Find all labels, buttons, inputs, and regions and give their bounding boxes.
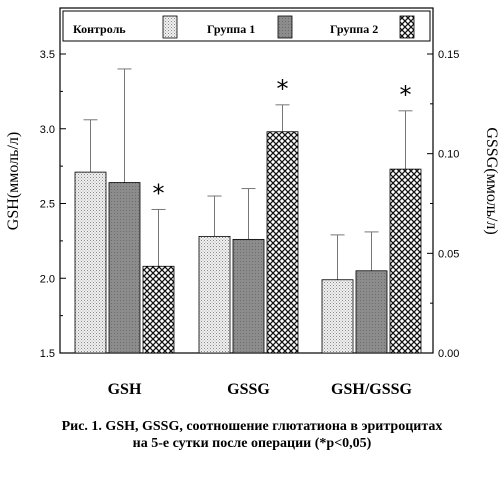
bar (232, 238, 265, 354)
chart: Контроль Группа 1 Группа 2 * * * 1.5 2.0 2.5 3.… (5, 7, 500, 398)
bar (355, 270, 388, 354)
caption-line-1: Рис. 1. GSH, GSSG, соотношение глютатион… (61, 419, 443, 434)
bar (74, 171, 107, 354)
legend-label: Контроль (73, 22, 126, 36)
legend-swatch (399, 15, 415, 39)
y-tick-label-left: 1.5 (40, 348, 55, 360)
caption-line-2: на 5-е сутки после операции (*p<0,05) (132, 436, 372, 451)
significance-marker: * (277, 75, 289, 103)
y-axis-label-right: GSSG(ммоль/л) (483, 127, 500, 234)
bar (321, 279, 354, 354)
significance-marker: * (400, 81, 412, 109)
bar (266, 131, 299, 354)
legend-swatch (162, 15, 178, 39)
y-axis-label-left: GSH(ммоль/л) (5, 132, 22, 230)
legend-label: Группа 1 (207, 22, 255, 36)
y-tick-label-left: 2.5 (40, 199, 55, 211)
y-tick-label-left: 3.0 (40, 124, 55, 136)
category-label: GSH/GSSG (331, 381, 412, 398)
y-tick-label-left: 3.5 (40, 49, 55, 61)
legend-swatch (277, 15, 293, 39)
category-label: GSSG (227, 381, 270, 398)
bar (198, 235, 231, 354)
bar (108, 182, 141, 354)
y-tick-label-left: 2.0 (40, 273, 55, 285)
y-tick-label-right: 0.05 (438, 248, 459, 260)
y-tick-label-right: 0.10 (438, 149, 459, 161)
y-tick-label-right: 0.15 (438, 49, 459, 61)
legend-label: Группа 2 (330, 22, 378, 36)
legend-box (62, 10, 431, 42)
figure-caption: Рис. 1. GSH, GSSG, соотношение глютатион… (0, 418, 504, 452)
significance-marker: * (153, 179, 165, 207)
category-label: GSH (108, 381, 142, 398)
bar (142, 265, 175, 354)
y-tick-label-right: 0.00 (438, 348, 459, 360)
bar (389, 168, 422, 354)
